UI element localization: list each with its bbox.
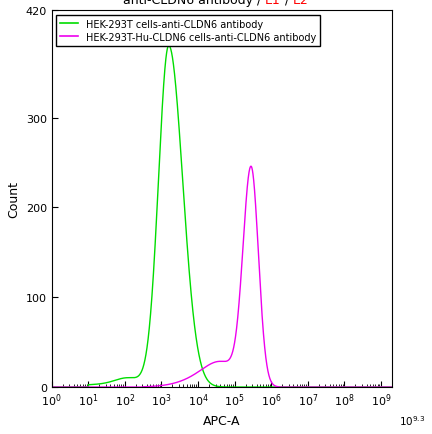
Legend: HEK-293T cells-anti-CLDN6 antibody, HEK-293T-Hu-CLDN6 cells-anti-CLDN6 antibody: HEK-293T cells-anti-CLDN6 antibody, HEK-… — [57, 16, 320, 46]
Text: /: / — [281, 0, 293, 7]
Y-axis label: Count: Count — [7, 181, 20, 217]
Text: E2: E2 — [293, 0, 309, 7]
Text: anti-CLDN6 antibody /: anti-CLDN6 antibody / — [123, 0, 265, 7]
X-axis label: APC-A: APC-A — [203, 414, 241, 427]
Text: E1: E1 — [265, 0, 281, 7]
Text: $10^{9.3}$: $10^{9.3}$ — [399, 414, 425, 427]
